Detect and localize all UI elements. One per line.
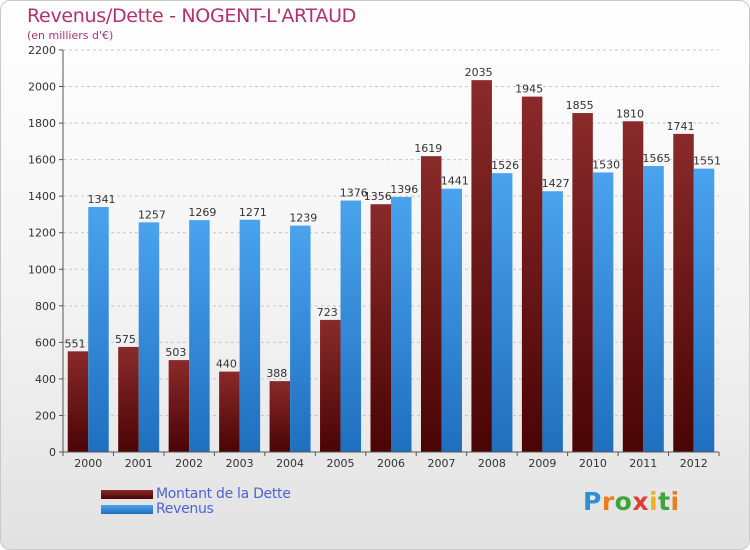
y-tick-label: 800 (35, 300, 56, 313)
y-tick-label: 1400 (28, 190, 56, 203)
logo-letter: t (658, 487, 671, 516)
data-label-debt-2008: 2035 (465, 66, 493, 79)
logo-letter: i (649, 487, 659, 516)
y-tick-label: 2200 (28, 44, 56, 57)
data-label-revenue-2008: 1526 (491, 159, 519, 172)
bar-revenue-2011 (643, 166, 664, 453)
data-label-revenue-2009: 1427 (542, 177, 570, 190)
legend-label-debt: Montant de la Dette (156, 486, 291, 502)
x-tick-label: 2009 (528, 457, 556, 470)
data-label-debt-2004: 388 (266, 367, 287, 380)
data-label-revenue-2007: 1441 (441, 175, 469, 188)
bar-debt-2012 (673, 133, 694, 452)
data-label-debt-2001: 575 (115, 333, 136, 346)
bar-revenue-2009 (542, 191, 563, 453)
bar-revenue-2008 (491, 173, 513, 452)
logo-letter: x (632, 487, 649, 516)
y-tick-label: 0 (49, 446, 56, 459)
data-label-debt-2007: 1619 (414, 142, 442, 155)
y-tick-label: 1000 (28, 263, 56, 276)
legend-swatch-debt (101, 490, 153, 499)
x-tick-label: 2000 (74, 457, 102, 470)
y-tick-label: 400 (35, 373, 56, 386)
y-tick-label: 1800 (28, 117, 56, 130)
bar-revenue-2006 (391, 196, 412, 452)
data-label-debt-2011: 1810 (616, 107, 644, 120)
bar-revenue-2003 (239, 219, 261, 452)
bar-debt-2002 (168, 360, 190, 452)
data-label-debt-2003: 440 (216, 358, 237, 371)
bar-revenue-2010 (592, 172, 614, 452)
data-label-debt-2000: 551 (64, 337, 85, 350)
x-tick-label: 2005 (327, 457, 355, 470)
data-label-debt-2010: 1855 (566, 99, 594, 112)
logo-letter: i (670, 487, 680, 516)
bar-revenue-2004 (290, 225, 311, 452)
bar-debt-2003 (219, 371, 240, 452)
bar-debt-2010 (572, 113, 593, 453)
x-tick-label: 2012 (680, 457, 708, 470)
data-label-debt-2002: 503 (165, 346, 186, 359)
logo-letter: P (583, 487, 602, 516)
data-label-debt-2009: 1945 (515, 83, 543, 96)
x-tick-label: 2002 (175, 457, 203, 470)
y-tick-label: 200 (35, 409, 56, 422)
data-label-debt-2005: 723 (317, 306, 338, 319)
y-tick-label: 1200 (28, 227, 56, 240)
x-tick-label: 2001 (125, 457, 153, 470)
bar-debt-2008 (471, 80, 492, 453)
legend-swatch-revenue (101, 505, 153, 514)
bar-debt-2011 (622, 121, 644, 452)
x-tick-label: 2010 (579, 457, 607, 470)
bar-revenue-2002 (189, 220, 210, 452)
bar-revenue-2001 (138, 222, 160, 452)
x-tick-label: 2003 (226, 457, 254, 470)
data-label-revenue-2010: 1530 (592, 158, 620, 171)
logo-letter: o (614, 487, 633, 516)
x-tick-label: 2007 (427, 457, 455, 470)
bar-debt-2004 (269, 381, 291, 452)
x-tick-label: 2011 (629, 457, 657, 470)
data-label-debt-2006: 1356 (364, 190, 392, 203)
bar-revenue-2012 (693, 168, 715, 452)
proxiti-logo: Proxiti (583, 487, 680, 516)
data-label-revenue-2002: 1269 (188, 206, 216, 219)
bar-debt-2009 (521, 96, 543, 452)
y-tick-label: 2000 (28, 81, 56, 94)
data-label-revenue-2006: 1396 (390, 183, 418, 196)
logo-letter: r (601, 487, 615, 516)
data-label-revenue-2000: 1341 (87, 193, 115, 206)
bar-revenue-2000 (88, 206, 109, 452)
data-label-debt-2012: 1741 (667, 120, 695, 133)
legend-label-revenue: Revenus (156, 501, 214, 517)
x-tick-label: 2008 (478, 457, 506, 470)
bar-debt-2006 (370, 204, 391, 452)
bar-debt-2005 (320, 319, 341, 452)
x-tick-label: 2006 (377, 457, 405, 470)
bar-revenue-2007 (441, 188, 462, 452)
bar-revenue-2005 (340, 200, 362, 452)
data-label-revenue-2004: 1239 (289, 212, 317, 225)
data-label-revenue-2012: 1551 (693, 155, 721, 168)
data-label-revenue-2005: 1376 (340, 187, 368, 200)
data-label-revenue-2011: 1565 (643, 152, 671, 165)
bar-debt-2001 (118, 346, 139, 452)
data-label-revenue-2001: 1257 (138, 208, 166, 221)
chart-subtitle: (en milliers d'€) (27, 29, 114, 42)
data-label-revenue-2003: 1271 (239, 206, 267, 219)
chart-title: Revenus/Dette - NOGENT-L'ARTAUD (27, 5, 357, 27)
y-tick-label: 1600 (28, 154, 56, 167)
bar-debt-2000 (67, 351, 89, 452)
y-tick-label: 600 (35, 336, 56, 349)
bar-debt-2007 (420, 156, 442, 452)
x-tick-label: 2004 (276, 457, 304, 470)
